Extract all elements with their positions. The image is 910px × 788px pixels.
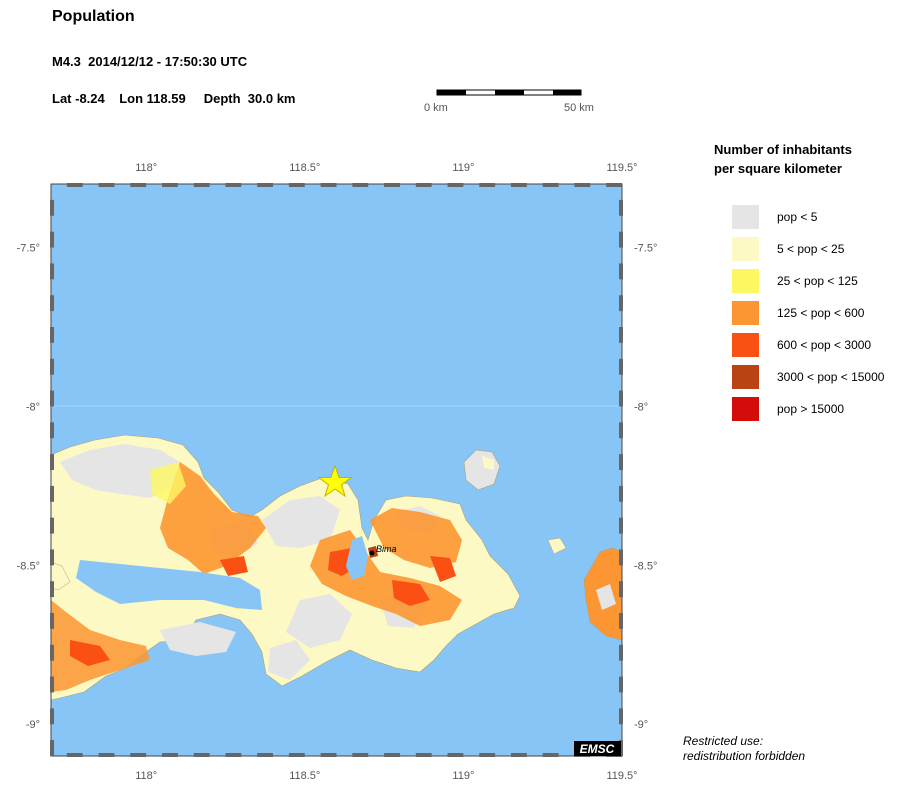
legend-label: 3000 < pop < 15000 (777, 370, 885, 384)
lon-tick-label: 119.5° (606, 770, 637, 782)
lon-tick-label: 119.5° (606, 162, 637, 174)
city-marker (369, 550, 375, 556)
map-title: Population (52, 8, 135, 25)
legend-label: 125 < pop < 600 (777, 306, 865, 320)
legend-title: Number of inhabitants per square kilomet… (714, 140, 852, 178)
event-info: M4.3 2014/12/12 - 17:50:30 UTC (52, 54, 248, 69)
saleh-bay (76, 560, 262, 610)
legend-swatch (732, 301, 759, 325)
restricted-line1: Restricted use: (683, 734, 764, 748)
legend-swatch (732, 365, 759, 389)
lat-tick-label: -8.5° (634, 560, 657, 572)
lon-tick-label: 118° (135, 162, 157, 174)
legend-item: pop > 15000 (732, 396, 844, 422)
scale-right-label: 50 km (564, 102, 594, 114)
lon-tick-label: 119° (452, 770, 474, 782)
legend-swatch (732, 397, 759, 421)
legend-title-line1: Number of inhabitants (714, 142, 852, 157)
lat-tick-label: -8° (634, 401, 648, 413)
lon-tick-label: 119° (452, 162, 474, 174)
legend-item: 125 < pop < 600 (732, 300, 864, 326)
legend-item: 3000 < pop < 15000 (732, 364, 884, 390)
restricted-line2: redistribution forbidden (683, 749, 806, 763)
map-frame (50, 183, 623, 757)
lon-tick-label: 118° (135, 770, 157, 782)
legend-label: 600 < pop < 3000 (777, 338, 872, 352)
legend-swatch (732, 269, 759, 293)
scale-left-label: 0 km (424, 102, 448, 114)
legend-item: pop < 5 (732, 204, 817, 230)
pop-mid-zone (160, 462, 266, 574)
emsc-logo (574, 741, 621, 756)
event-location: Lat -8.24 Lon 118.59 Depth 30.0 km (52, 91, 296, 106)
legend-item: 25 < pop < 125 (732, 268, 858, 294)
legend-item: 600 < pop < 3000 (732, 332, 871, 358)
lon-tick-label: 118.5° (289, 162, 320, 174)
lat-tick-label: -7.5° (17, 243, 40, 255)
lat-tick-label: -8.5° (17, 560, 40, 572)
lat-tick-label: -7.5° (634, 243, 657, 255)
legend-swatch (732, 333, 759, 357)
legend-title-line2: per square kilometer (714, 161, 842, 176)
epicenter-star (317, 464, 353, 498)
legend-swatch (732, 205, 759, 229)
land (51, 405, 622, 701)
legend-label: 5 < pop < 25 (777, 242, 845, 256)
restricted-notice: Restricted use: redistribution forbidden (683, 734, 805, 764)
lat-tick-label: -8° (26, 401, 40, 413)
pop-low-zone (60, 444, 180, 498)
lat-tick-label: -9° (26, 719, 40, 731)
scale-bar: 0 km 50 km (410, 88, 610, 128)
legend-swatch (732, 237, 759, 261)
lat-tick-label: -9° (634, 719, 648, 731)
lon-tick-label: 118.5° (289, 770, 320, 782)
legend-label: pop > 15000 (777, 402, 845, 416)
west-island (51, 561, 71, 591)
legend-item: 5 < pop < 25 (732, 236, 844, 262)
islet (547, 537, 567, 555)
bima-bay (346, 536, 368, 580)
city-label: Bima (376, 544, 397, 554)
legend-label: pop < 5 (777, 210, 818, 224)
legend-label: 25 < pop < 125 (777, 274, 858, 288)
emsc-logo-text: EMSC (580, 742, 615, 756)
